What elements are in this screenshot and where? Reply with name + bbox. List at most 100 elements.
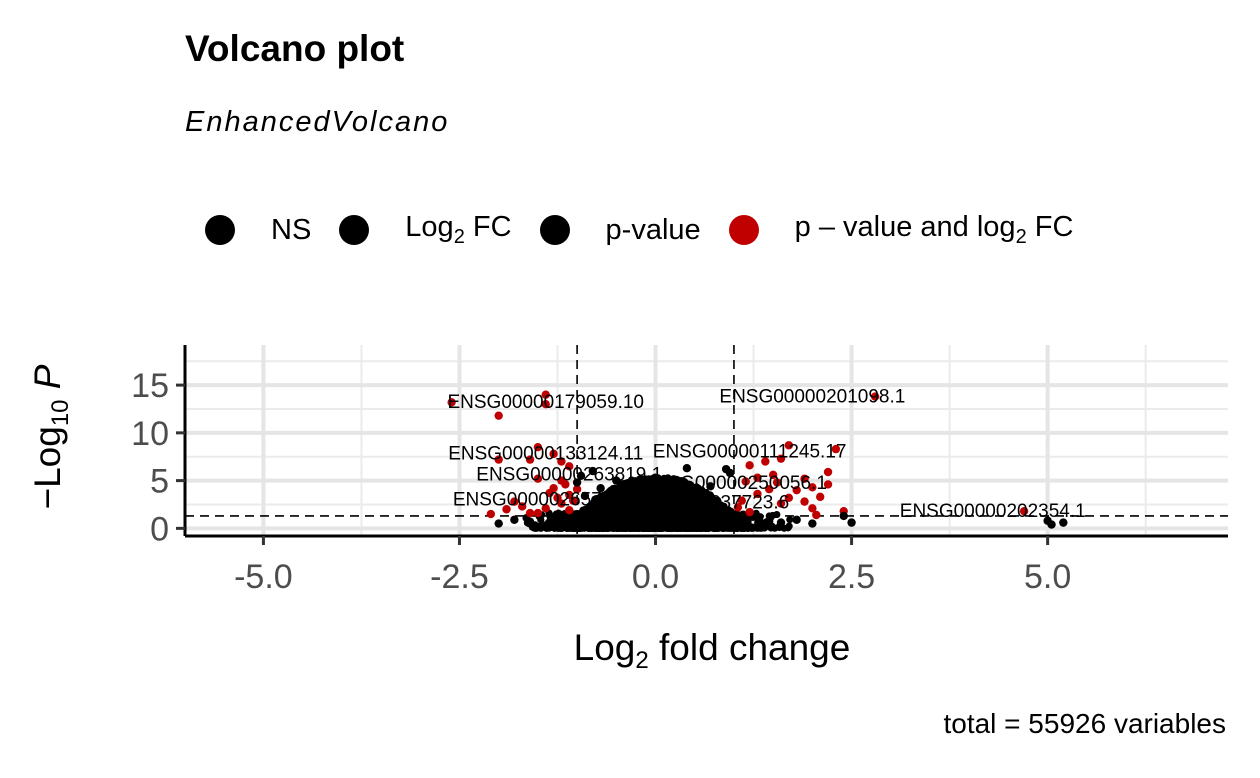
- data-point-fc_p: [753, 489, 762, 499]
- data-point-ns: [572, 478, 582, 487]
- point-labels: ENSG00000179059.10 ENSG00000201098.1 ENSG0…: [447, 386, 1085, 522]
- legend-item-p: p-value: [539, 214, 701, 247]
- data-point-ns: [580, 491, 590, 501]
- data-point-ns: [590, 518, 598, 526]
- data-point-fc_p: [553, 493, 562, 502]
- data-point-fc_p: [533, 474, 543, 483]
- threshold-lines: [185, 345, 1228, 536]
- data-point-ns: [614, 505, 622, 513]
- data-point-fc_p: [565, 462, 574, 471]
- data-point-ns: [525, 517, 535, 526]
- data-point-fc_p: [792, 485, 801, 495]
- data-point-ns: [601, 514, 609, 522]
- data-point-fc_p: [808, 483, 817, 492]
- data-point-ns: [576, 524, 584, 532]
- data-point-ns: [627, 489, 637, 499]
- data-point-ns: [715, 513, 723, 521]
- data-point-fc_p: [745, 507, 754, 517]
- data-point-ns: [565, 515, 573, 523]
- data-point-ns: [612, 476, 621, 485]
- data-point-fc_p: [737, 496, 746, 505]
- data-point-ns: [561, 523, 570, 531]
- chart-title: Volcano plot: [185, 28, 405, 69]
- data-point-ns: [792, 515, 801, 524]
- data-point-ns: [494, 519, 503, 528]
- x-tick-label: 2.5: [828, 558, 875, 596]
- data-point-ns: [607, 505, 616, 514]
- legend-label: p – value and log2 FC: [794, 211, 1074, 248]
- data-point-fc_p: [870, 392, 880, 401]
- data-point-ns: [580, 509, 588, 517]
- data-point-fc_p: [741, 477, 750, 486]
- data-point-fc_p: [800, 497, 809, 506]
- data-point-ns: [599, 523, 608, 532]
- data-point-fc_p: [765, 485, 774, 494]
- data-point-ns: [600, 504, 608, 512]
- data-point-ns: [658, 524, 666, 532]
- data-point-ns: [586, 503, 594, 512]
- data-point-ns: [613, 493, 622, 501]
- tick-labels: -5.0 -2.5 0.0 2.5 5.0 0 5 10 15: [131, 367, 1071, 596]
- data-point-ns: [658, 512, 667, 520]
- data-point-fc_p: [772, 478, 782, 487]
- data-point-ns: [682, 515, 690, 523]
- data-point-ns: [609, 484, 617, 493]
- data-point-ns: [1059, 518, 1068, 527]
- x-tick-label: 0.0: [632, 558, 679, 596]
- chart-subtitle: EnhancedVolcano: [185, 106, 450, 138]
- point-label: ENSG00000265790: [453, 489, 623, 510]
- data-point-ns: [667, 492, 676, 502]
- data-point-ns: [644, 507, 652, 515]
- data-point-fc_p: [808, 504, 817, 513]
- axes: [176, 345, 1228, 545]
- data-point-ns: [530, 524, 538, 532]
- data-point-ns: [704, 498, 713, 506]
- data-point-ns: [766, 514, 775, 522]
- data-point-ns: [609, 524, 617, 532]
- data-point-ns: [706, 517, 714, 525]
- data-point-fc_p: [816, 492, 825, 502]
- point-label: ENSG00000250056.1: [641, 473, 827, 494]
- data-point-ns: [700, 517, 708, 526]
- data-point-fc_p: [823, 480, 833, 489]
- data-point-fc_p: [541, 400, 550, 409]
- data-point-fc_p: [494, 455, 503, 464]
- data-point-fc_p: [518, 502, 527, 511]
- data-point-ns: [643, 521, 652, 530]
- legend-item-fc_p: p – value and log2 FC: [728, 211, 1074, 249]
- data-point-ns: [839, 511, 848, 521]
- data-point-ns: [847, 518, 856, 527]
- data-point-ns: [542, 524, 551, 532]
- data-points: [447, 390, 1068, 532]
- x-tick-label: -5.0: [234, 558, 293, 596]
- legend-marker: [339, 214, 370, 245]
- data-point-ns: [656, 483, 665, 491]
- data-point-fc_p: [800, 474, 809, 483]
- data-point-fc_p: [568, 496, 578, 505]
- data-point-ns: [650, 498, 658, 507]
- data-point-fc_p: [549, 449, 558, 459]
- data-point-ns: [653, 493, 661, 501]
- data-point-fc_p: [545, 488, 554, 498]
- data-point-fc_p: [525, 455, 535, 464]
- data-point-ns: [635, 504, 644, 513]
- legend-item-ns: NS: [205, 214, 311, 247]
- data-point-fc_p: [831, 444, 841, 454]
- data-point-ns: [626, 524, 634, 532]
- legend: NS Log2 FC p-value p – value and log2 FC: [205, 205, 1101, 255]
- data-point-ns: [635, 481, 645, 490]
- point-label: ENSG00000202354.1: [900, 501, 1086, 522]
- data-point-fc_p: [486, 509, 496, 519]
- data-point-ns: [552, 511, 560, 519]
- data-point-ns: [545, 518, 553, 526]
- y-tick-label: 10: [131, 415, 169, 453]
- data-point-fc_p: [447, 398, 456, 407]
- data-point-ns: [730, 524, 738, 532]
- data-point-fc_p: [533, 508, 543, 518]
- data-point-ns: [510, 515, 519, 524]
- point-label: NSG00000237723.6: [616, 492, 789, 513]
- data-point-ns: [725, 468, 735, 478]
- data-point-ns: [594, 512, 602, 520]
- data-point-ns: [557, 510, 565, 519]
